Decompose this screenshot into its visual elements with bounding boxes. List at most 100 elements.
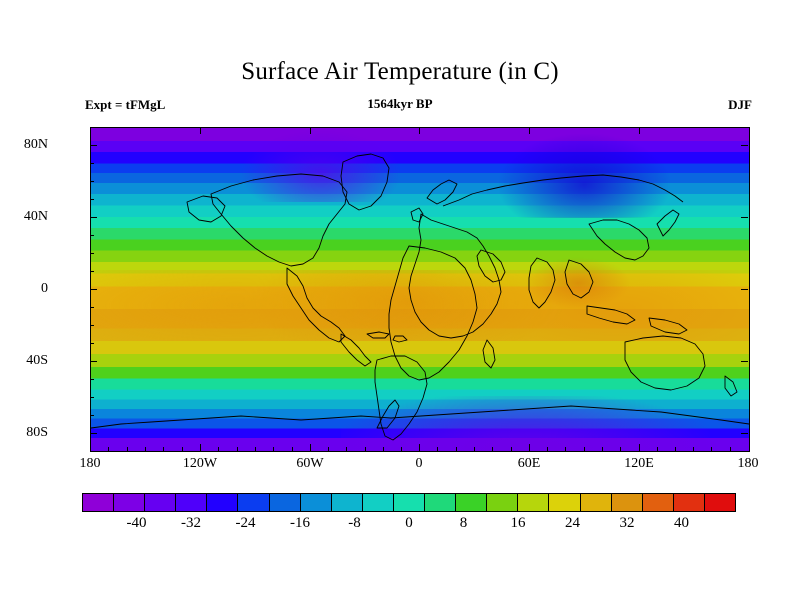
colorbar-cell — [362, 494, 394, 511]
xtick-major — [200, 444, 201, 451]
ytick-major-right — [741, 361, 748, 362]
xtick-minor — [255, 447, 256, 451]
siberia-cold-pool — [498, 134, 671, 219]
xtick-minor — [492, 447, 493, 451]
xtick-major — [310, 444, 311, 451]
ytick-label-40s: 40S — [26, 353, 48, 368]
colorbar-tick-label: 32 — [619, 515, 635, 531]
ytick-minor — [90, 181, 94, 182]
xtick-label-0: 0 — [415, 456, 423, 471]
ytick-label-0: 0 — [41, 281, 48, 296]
xtick-minor — [108, 447, 109, 451]
xtick-minor — [456, 447, 457, 451]
xtick-minor — [602, 447, 603, 451]
ytick-minor — [90, 235, 94, 236]
ytick-label-80s: 80S — [26, 425, 48, 440]
colorbar — [82, 493, 736, 512]
xtick-minor — [565, 447, 566, 451]
ytick-minor — [90, 163, 94, 164]
ytick-minor — [90, 379, 94, 380]
season-label: DJF — [728, 97, 752, 112]
ytick-major — [90, 145, 97, 146]
xtick-major — [419, 444, 420, 451]
xtick-minor — [273, 447, 274, 451]
colorbar-tick-label: -16 — [290, 515, 310, 531]
xtick-minor — [218, 447, 219, 451]
experiment-label: Expt = tFMgL — [85, 97, 166, 112]
colorbar-tick-label: 16 — [510, 515, 526, 531]
ytick-major — [90, 289, 97, 290]
ytick-major — [90, 217, 97, 218]
coastline-overlay — [91, 153, 749, 441]
xtick-major — [529, 444, 530, 451]
colorbar-tick-label: -32 — [181, 515, 201, 531]
xtick-minor — [127, 447, 128, 451]
xtick-label-120w: 120W — [182, 456, 218, 471]
antarctic-cold-pool — [341, 396, 710, 451]
xtick-minor — [401, 447, 402, 451]
xtick-major-top — [639, 127, 640, 134]
xtick-minor — [547, 447, 548, 451]
ytick-minor — [90, 199, 94, 200]
tropical-warm-band — [91, 270, 749, 342]
colorbar-cell — [300, 494, 332, 511]
colorbar-cell — [549, 494, 581, 511]
xtick-minor — [474, 447, 475, 451]
ytick-minor — [90, 397, 94, 398]
xtick-minor — [437, 447, 438, 451]
ytick-major — [90, 361, 97, 362]
colorbar-tick-label: 40 — [674, 515, 689, 531]
page-title: Surface Air Temperature (in C) — [241, 58, 559, 85]
xtick-minor — [620, 447, 621, 451]
colorbar-cell — [487, 494, 519, 511]
xtick-minor — [346, 447, 347, 451]
ytick-major-right — [741, 145, 748, 146]
xtick-label-180w: 180 — [79, 456, 101, 471]
colorbar-cell — [176, 494, 208, 511]
xtick-minor — [711, 447, 712, 451]
ytick-minor — [90, 253, 94, 254]
ytick-label-80n: 80N — [23, 137, 48, 152]
colorbar-cell — [238, 494, 270, 511]
ytick-minor — [90, 343, 94, 344]
colorbar-tick-label: 0 — [405, 515, 413, 531]
xtick-major-top — [310, 127, 311, 134]
xtick-label-60e: 60E — [517, 456, 541, 471]
xtick-minor — [584, 447, 585, 451]
ytick-minor — [90, 271, 94, 272]
map-plot-area — [90, 127, 750, 452]
colorbar-cell — [642, 494, 674, 511]
xtick-minor — [657, 447, 658, 451]
colorbar-cell — [425, 494, 457, 511]
colorbar-tick-label: 24 — [565, 515, 580, 531]
xtick-minor — [182, 447, 183, 451]
xtick-minor — [328, 447, 329, 451]
colorbar-cell — [207, 494, 239, 511]
colorbar-cell — [456, 494, 488, 511]
colorbar-cell — [673, 494, 705, 511]
xtick-minor — [693, 447, 694, 451]
colorbar-cell — [580, 494, 612, 511]
map-raster — [91, 128, 749, 451]
ytick-major — [90, 433, 97, 434]
colorbar-tick-label: -40 — [126, 515, 147, 531]
ytick-major-right — [741, 289, 748, 290]
subtitle: 1564kyr BP — [367, 96, 433, 111]
xtick-minor — [675, 447, 676, 451]
colorbar-cell — [518, 494, 550, 511]
colorbar-cell — [704, 494, 735, 511]
ytick-major-right — [741, 217, 748, 218]
ytick-major-right — [741, 433, 748, 434]
xtick-minor — [237, 447, 238, 451]
colorbar-cell — [145, 494, 177, 511]
colorbar-tick-label: 8 — [459, 515, 468, 531]
xtick-minor — [511, 447, 512, 451]
colorbar-cell — [114, 494, 146, 511]
colorbar-cell — [83, 494, 115, 511]
colorbar-tick-label: -24 — [235, 515, 256, 531]
xtick-minor — [730, 447, 731, 451]
xtick-minor — [163, 447, 164, 451]
colorbar-cell — [393, 494, 426, 511]
xtick-major-top — [419, 127, 420, 134]
